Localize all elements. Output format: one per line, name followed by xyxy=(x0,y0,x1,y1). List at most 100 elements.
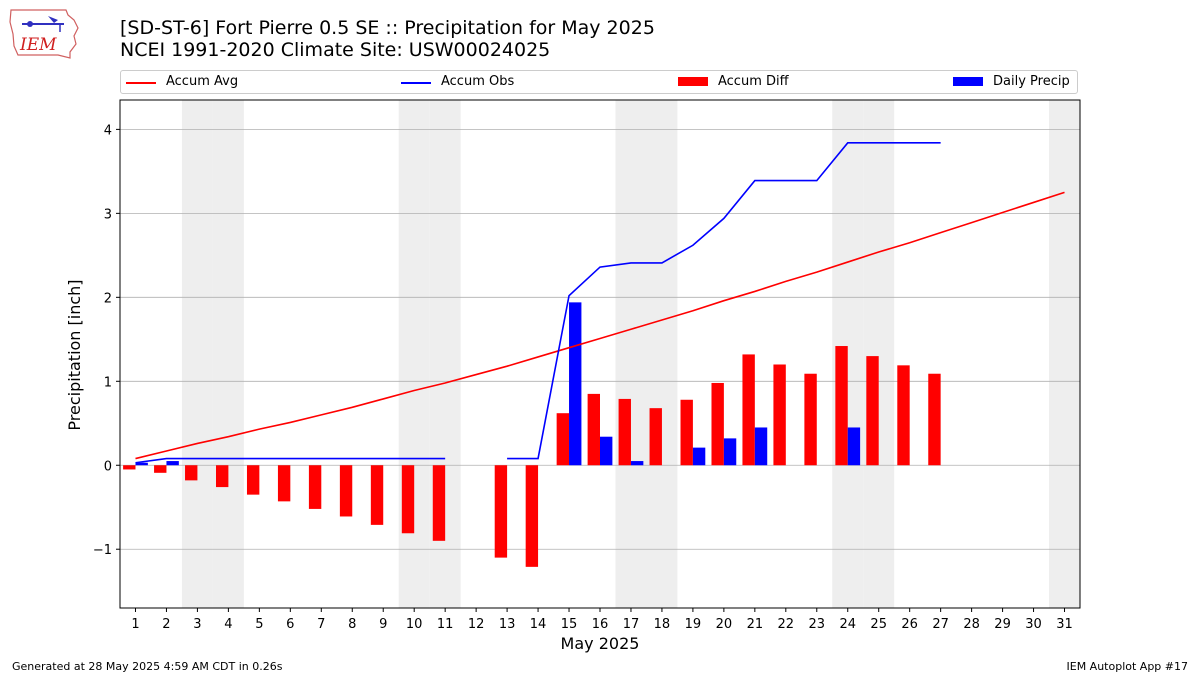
footer-generated-text: Generated at 28 May 2025 4:59 AM CDT in … xyxy=(12,660,283,673)
y-tick-label-3: 3 xyxy=(104,207,112,222)
accum-obs-line-segment-1 xyxy=(135,457,446,464)
x-tick-label-31: 31 xyxy=(1056,617,1073,632)
daily-precip-bar-15 xyxy=(569,302,582,466)
accum-avg-line xyxy=(135,191,1065,460)
accum-diff-bar-6 xyxy=(277,465,291,502)
accum-diff-bar-4 xyxy=(216,465,229,488)
y-tick-label-0: 0 xyxy=(104,459,112,474)
x-tick-label-15: 15 xyxy=(561,617,578,632)
weekend-shade-25 xyxy=(863,100,895,608)
accum-diff-bar-8 xyxy=(339,465,353,517)
accum-diff-bar-22 xyxy=(773,364,786,466)
y-tick-label--1: −1 xyxy=(93,543,112,558)
logo-text: IEM xyxy=(19,35,57,55)
legend-label-accum-obs: Accum Obs xyxy=(441,74,515,89)
plot-frame xyxy=(119,99,1081,609)
y-tick-label-1: 1 xyxy=(104,375,112,390)
x-tick-label-22: 22 xyxy=(778,617,795,632)
chart-subtitle: NCEI 1991-2020 Climate Site: USW00024025 xyxy=(120,39,551,61)
accum-diff-bar-11 xyxy=(432,465,446,541)
daily-precip-bar-19 xyxy=(692,447,706,466)
x-tick-label-28: 28 xyxy=(963,617,980,632)
accum-diff-bar-1 xyxy=(123,465,136,470)
daily-precip-bar-20 xyxy=(723,438,737,466)
x-tick-label-10: 10 xyxy=(406,617,423,632)
legend: Accum Avg Accum Obs Accum Diff Daily Pre… xyxy=(120,70,1078,94)
x-tick-label-9: 9 xyxy=(379,617,387,632)
accum-diff-bar-15 xyxy=(556,413,570,466)
accum-diff-bar-23 xyxy=(804,373,817,466)
accum-diff-bar-25 xyxy=(866,356,879,466)
legend-swatch-accum-obs xyxy=(401,82,431,84)
x-tick-label-8: 8 xyxy=(348,617,356,632)
daily-precip-bar-2 xyxy=(166,461,179,466)
x-tick-label-16: 16 xyxy=(592,617,609,632)
accum-diff-bar-2 xyxy=(154,465,167,473)
accum-diff-bar-24 xyxy=(835,346,848,466)
accum-diff-bar-10 xyxy=(401,465,415,534)
iem-logo: IEM xyxy=(9,9,79,59)
x-tick-label-4: 4 xyxy=(224,617,232,632)
x-tick-label-6: 6 xyxy=(286,617,294,632)
chart-title: [SD-ST-6] Fort Pierre 0.5 SE :: Precipit… xyxy=(120,17,655,39)
legend-label-accum-avg: Accum Avg xyxy=(166,74,239,89)
x-tick-label-18: 18 xyxy=(654,617,671,632)
daily-precip-bar-24 xyxy=(847,427,861,466)
x-tick-label-5: 5 xyxy=(255,617,263,632)
legend-label-accum-diff: Accum Diff xyxy=(718,74,789,89)
x-tick-label-2: 2 xyxy=(162,617,170,632)
footer-app-text: IEM Autoplot App #17 xyxy=(1066,660,1189,673)
x-tick-label-21: 21 xyxy=(747,617,764,632)
accum-diff-bar-20 xyxy=(711,382,724,466)
x-tick-label-23: 23 xyxy=(809,617,826,632)
accum-diff-bar-27 xyxy=(928,373,941,466)
accum-diff-bar-3 xyxy=(185,465,198,481)
weekend-shade-18 xyxy=(646,100,678,608)
accum-diff-bar-9 xyxy=(370,465,384,525)
x-tick-label-12: 12 xyxy=(468,617,485,632)
x-tick-label-24: 24 xyxy=(839,617,856,632)
accum-diff-bar-26 xyxy=(897,365,910,466)
x-tick-label-19: 19 xyxy=(685,617,702,632)
accum-diff-bar-7 xyxy=(308,465,322,509)
daily-precip-bar-1 xyxy=(135,462,148,466)
accum-diff-bar-5 xyxy=(246,465,260,495)
accum-diff-bar-14 xyxy=(525,465,539,567)
x-tick-label-25: 25 xyxy=(870,617,887,632)
y-tick-label-4: 4 xyxy=(104,123,112,138)
x-tick-label-7: 7 xyxy=(317,617,325,632)
weekend-shade-17 xyxy=(615,100,647,608)
x-tick-label-20: 20 xyxy=(716,617,733,632)
weekend-shade-24 xyxy=(832,100,864,608)
weekend-shade-31 xyxy=(1049,100,1080,608)
weekend-shade-4 xyxy=(212,100,244,608)
x-tick-label-14: 14 xyxy=(530,617,547,632)
x-tick-label-29: 29 xyxy=(994,617,1011,632)
legend-swatch-daily-precip xyxy=(953,77,983,86)
accum-obs-line-segment-2 xyxy=(507,142,941,460)
weekend-shade-10 xyxy=(398,100,430,608)
iowa-state-outline xyxy=(9,9,79,59)
accum-diff-bar-13 xyxy=(494,465,508,558)
x-axis-label: May 2025 xyxy=(561,634,640,653)
x-tick-label-11: 11 xyxy=(437,617,454,632)
y-axis-label: Precipitation [inch] xyxy=(65,279,84,430)
accum-diff-bar-19 xyxy=(680,399,693,466)
accum-diff-bar-21 xyxy=(742,354,755,466)
accum-diff-bar-17 xyxy=(618,398,631,466)
x-tick-label-27: 27 xyxy=(932,617,949,632)
accum-diff-bar-18 xyxy=(649,408,662,466)
daily-precip-bar-17 xyxy=(630,461,644,466)
x-tick-label-3: 3 xyxy=(193,617,201,632)
x-tick-label-1: 1 xyxy=(131,617,139,632)
y-tick-label-2: 2 xyxy=(104,291,112,306)
legend-swatch-accum-avg xyxy=(126,82,156,84)
x-tick-label-17: 17 xyxy=(623,617,640,632)
x-tick-label-30: 30 xyxy=(1025,617,1042,632)
weekend-shade-3 xyxy=(181,100,213,608)
daily-precip-bar-21 xyxy=(754,427,768,466)
accum-diff-bar-16 xyxy=(587,393,600,466)
legend-label-daily-precip: Daily Precip xyxy=(993,74,1070,89)
daily-precip-bar-16 xyxy=(600,436,613,466)
